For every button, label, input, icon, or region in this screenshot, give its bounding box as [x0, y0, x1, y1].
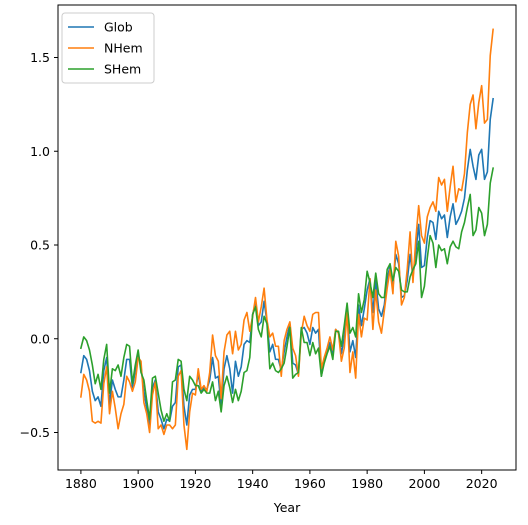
x-tick-label: 2000 — [408, 476, 440, 491]
legend-label-shem: SHem — [104, 62, 141, 77]
y-tick-label: 0.0 — [30, 331, 50, 346]
x-tick-label: 1920 — [179, 476, 211, 491]
y-tick-label: 1.0 — [30, 144, 50, 159]
x-tick-label: 1900 — [122, 476, 154, 491]
x-tick-label: 1980 — [351, 476, 383, 491]
y-tick-label: −0.5 — [20, 425, 50, 440]
axes-frame — [57, 4, 517, 471]
series-line-nhem — [80, 28, 494, 451]
x-tick-label: 1960 — [294, 476, 326, 491]
legend-label-nhem: NHem — [104, 41, 143, 56]
x-axis-label: Year — [273, 500, 301, 515]
y-tick-label: 0.5 — [30, 238, 50, 253]
legend: Glob NHem SHem — [61, 12, 155, 84]
y-tick-label: 1.5 — [30, 50, 50, 65]
legend-box — [61, 12, 155, 84]
legend-label-glob: Glob — [104, 20, 133, 35]
series-line-shem — [79, 167, 495, 423]
y-axis: −0.5 0.0 0.5 1.0 1.5 — [20, 50, 58, 440]
x-tick-label: 1880 — [65, 476, 97, 491]
series-lines — [79, 28, 495, 451]
x-tick-label: 1940 — [237, 476, 269, 491]
x-tick-label: 2020 — [466, 476, 498, 491]
x-axis: 1880 1900 1920 1940 1960 1980 2000 2020 — [65, 470, 498, 491]
